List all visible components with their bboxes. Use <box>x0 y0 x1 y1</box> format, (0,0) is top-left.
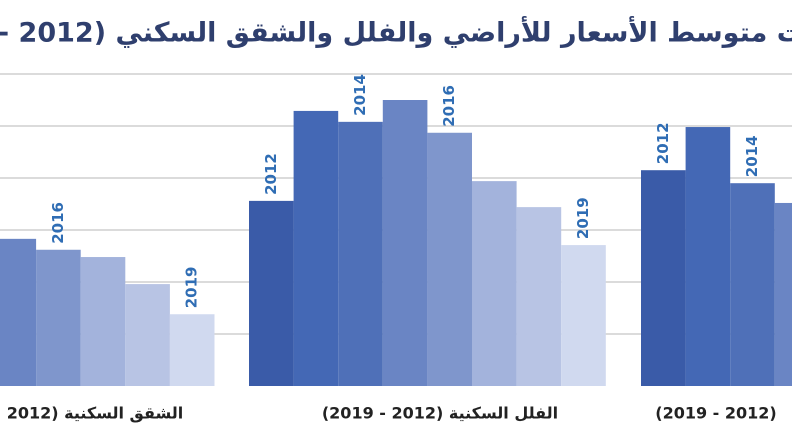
bar <box>774 202 792 386</box>
bar <box>80 257 126 386</box>
bar-year-label: 2012 <box>262 153 280 195</box>
bar-year-label: 2016 <box>440 85 458 127</box>
bar-year-label: 2014 <box>351 74 369 116</box>
bar-year-label: 2014 <box>743 135 761 177</box>
bar <box>36 249 81 386</box>
bar <box>516 207 562 386</box>
bar <box>169 314 215 386</box>
bar-year-label: 2016 <box>49 202 67 244</box>
bar <box>427 132 472 386</box>
bar <box>472 181 517 386</box>
group-label: الفلل السكنية (2012 - 2019) <box>322 404 558 423</box>
chart-title: ستويات متوسط الأسعار للأراضي والفلل والش… <box>0 16 792 49</box>
bar <box>338 121 383 386</box>
bar <box>293 110 339 387</box>
bar <box>730 183 775 386</box>
bar <box>249 200 294 386</box>
bar <box>561 245 606 386</box>
bar <box>382 100 428 386</box>
bar <box>125 284 170 386</box>
bar <box>685 127 731 386</box>
group-label: (2012 - 2019) <box>655 404 776 423</box>
group-label: الشقق السكنية (2012 <box>7 404 184 423</box>
bar-year-label: 2012 <box>654 122 672 164</box>
bar-year-label: 2019 <box>574 197 592 239</box>
bar <box>0 238 37 386</box>
bar-year-label: 2019 <box>183 266 201 308</box>
bar <box>641 170 686 386</box>
